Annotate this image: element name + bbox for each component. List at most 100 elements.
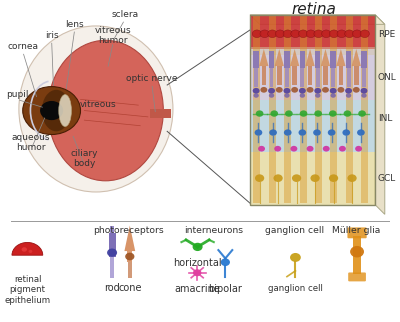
- Polygon shape: [259, 49, 268, 66]
- Text: rod: rod: [104, 283, 120, 293]
- Text: ONL: ONL: [378, 73, 396, 82]
- Circle shape: [352, 30, 362, 38]
- Bar: [362, 68, 366, 87]
- Text: RPE: RPE: [378, 30, 395, 39]
- Polygon shape: [321, 49, 330, 66]
- Polygon shape: [375, 15, 385, 214]
- Circle shape: [290, 146, 297, 152]
- Text: ganglion cell: ganglion cell: [268, 284, 323, 293]
- Circle shape: [330, 93, 336, 98]
- Bar: [300, 16, 306, 203]
- Text: iris: iris: [45, 31, 58, 40]
- Circle shape: [314, 88, 321, 94]
- Circle shape: [314, 110, 322, 117]
- Ellipse shape: [42, 90, 71, 131]
- Circle shape: [329, 110, 337, 117]
- Text: vitreous: vitreous: [80, 100, 116, 109]
- Circle shape: [284, 129, 292, 136]
- Circle shape: [260, 30, 269, 38]
- Circle shape: [269, 93, 274, 98]
- Circle shape: [323, 146, 330, 152]
- Text: cone: cone: [118, 283, 142, 293]
- Circle shape: [291, 30, 300, 38]
- Circle shape: [291, 87, 298, 93]
- Circle shape: [355, 146, 362, 152]
- Text: vitreous
humor: vitreous humor: [95, 26, 132, 45]
- Polygon shape: [352, 49, 361, 66]
- Bar: [300, 51, 305, 68]
- Bar: [330, 16, 338, 203]
- Circle shape: [314, 30, 323, 38]
- Text: sclera: sclera: [111, 10, 138, 19]
- Circle shape: [348, 174, 357, 182]
- Bar: [315, 16, 322, 203]
- Circle shape: [361, 93, 367, 98]
- Bar: [346, 51, 351, 68]
- Bar: [292, 66, 297, 85]
- FancyBboxPatch shape: [250, 152, 375, 205]
- Circle shape: [357, 129, 365, 136]
- Circle shape: [358, 110, 366, 117]
- Text: amacrine: amacrine: [174, 284, 220, 294]
- Bar: [361, 16, 368, 203]
- Ellipse shape: [48, 40, 163, 181]
- Bar: [330, 51, 336, 68]
- Circle shape: [260, 87, 267, 93]
- Bar: [254, 16, 260, 203]
- Circle shape: [306, 146, 314, 152]
- Bar: [347, 68, 350, 87]
- Circle shape: [22, 247, 27, 252]
- Circle shape: [298, 30, 308, 38]
- Bar: [316, 68, 320, 87]
- Circle shape: [125, 253, 134, 260]
- Bar: [262, 66, 266, 85]
- Ellipse shape: [19, 26, 173, 192]
- Circle shape: [315, 93, 320, 98]
- Circle shape: [193, 269, 202, 276]
- Ellipse shape: [59, 95, 72, 127]
- Circle shape: [290, 253, 301, 262]
- Circle shape: [353, 87, 360, 93]
- Circle shape: [299, 88, 306, 94]
- Circle shape: [270, 110, 278, 117]
- Circle shape: [107, 249, 117, 257]
- Circle shape: [342, 129, 350, 136]
- Polygon shape: [250, 15, 385, 24]
- Circle shape: [253, 88, 260, 94]
- FancyBboxPatch shape: [150, 109, 171, 118]
- Circle shape: [337, 30, 346, 38]
- Circle shape: [344, 110, 351, 117]
- Text: lens: lens: [66, 20, 84, 29]
- Text: retina: retina: [291, 3, 336, 17]
- Circle shape: [192, 243, 203, 251]
- FancyBboxPatch shape: [250, 100, 375, 152]
- Circle shape: [322, 87, 329, 93]
- Bar: [331, 68, 335, 87]
- Circle shape: [268, 88, 275, 94]
- Circle shape: [300, 110, 307, 117]
- FancyBboxPatch shape: [250, 49, 375, 100]
- Polygon shape: [336, 49, 346, 66]
- Bar: [308, 66, 312, 85]
- Bar: [110, 258, 114, 278]
- Circle shape: [329, 174, 338, 182]
- Bar: [361, 51, 367, 68]
- Text: horizontal: horizontal: [173, 258, 222, 269]
- Bar: [109, 233, 116, 258]
- Circle shape: [300, 93, 305, 98]
- Circle shape: [339, 146, 346, 152]
- Circle shape: [28, 250, 32, 253]
- Circle shape: [306, 30, 316, 38]
- Bar: [110, 225, 114, 233]
- FancyBboxPatch shape: [250, 15, 375, 49]
- Text: GCL: GCL: [378, 174, 396, 183]
- Bar: [315, 51, 320, 68]
- Circle shape: [330, 88, 337, 94]
- Text: bipolar: bipolar: [208, 284, 242, 294]
- Circle shape: [255, 174, 264, 182]
- Circle shape: [221, 258, 230, 266]
- Wedge shape: [12, 242, 43, 255]
- Polygon shape: [290, 49, 299, 66]
- Circle shape: [310, 174, 320, 182]
- Circle shape: [313, 129, 321, 136]
